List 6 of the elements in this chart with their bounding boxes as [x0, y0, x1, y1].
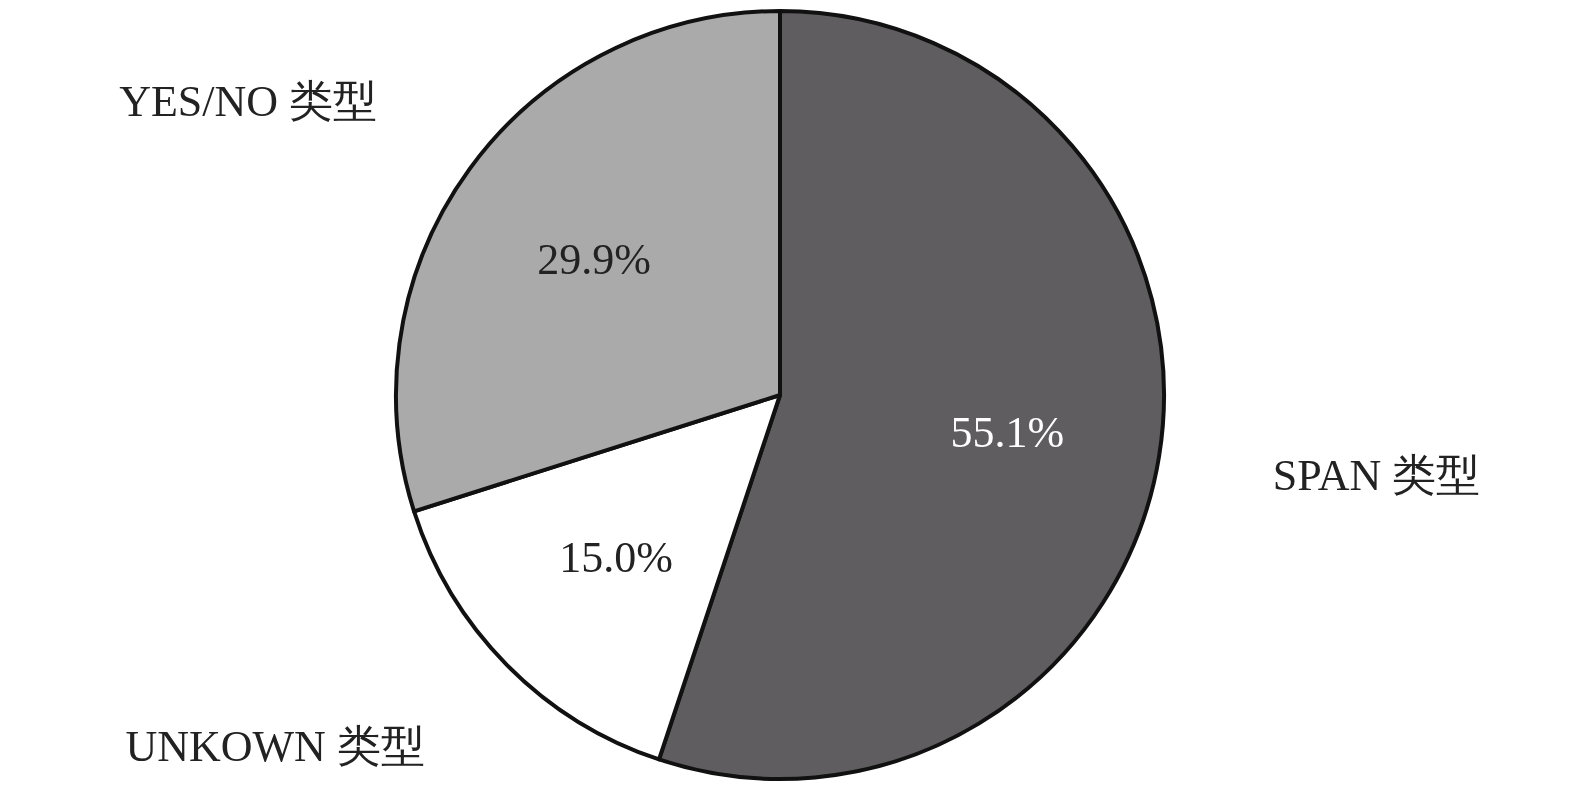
data-label: 15.0% [559, 533, 673, 583]
slice-label: YES/NO 类型 [119, 76, 378, 126]
data-label: 55.1% [950, 408, 1065, 458]
slice-label: SPAN 类型 [1272, 451, 1481, 501]
data-label: 29.9% [537, 235, 651, 285]
slice-label: UNKOWN 类型 [125, 722, 425, 772]
